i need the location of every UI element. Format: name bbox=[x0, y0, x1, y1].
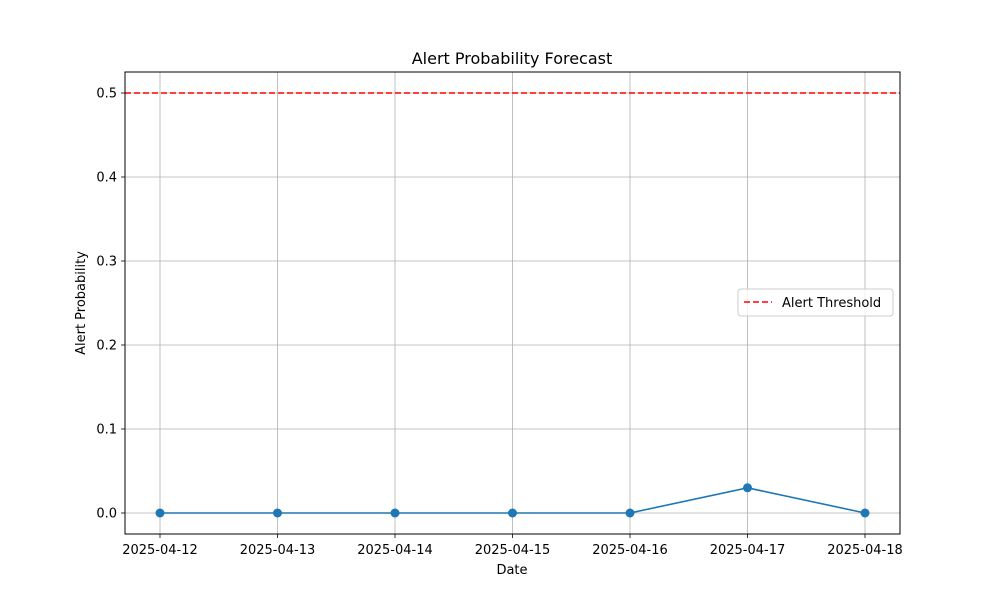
y-tick-label: 0.4 bbox=[96, 171, 117, 186]
legend-box bbox=[737, 288, 894, 317]
x-tick-label: 2025-04-12 bbox=[122, 543, 198, 558]
y-tick-label: 0.2 bbox=[96, 339, 117, 354]
legend-label-threshold: Alert Threshold bbox=[782, 296, 881, 311]
y-tick-label: 0.5 bbox=[96, 87, 117, 102]
chart-title: Alert Probability Forecast bbox=[412, 49, 613, 68]
data-point bbox=[390, 508, 400, 518]
y-axis-ticks: 0.0 0.1 0.2 0.3 0.4 0.5 bbox=[96, 87, 125, 522]
data-point bbox=[273, 508, 282, 518]
y-tick-label: 0.1 bbox=[96, 423, 117, 438]
x-axis-ticks: 2025-04-12 2025-04-13 2025-04-14 2025-04-15… bbox=[122, 534, 903, 558]
x-axis-label: Date bbox=[496, 563, 527, 578]
y-axis-label: Alert Probability bbox=[74, 251, 89, 355]
data-point bbox=[155, 508, 165, 518]
x-tick-label: 2025-04-14 bbox=[357, 543, 433, 558]
y-tick-label: 0.3 bbox=[96, 255, 117, 270]
x-tick-label: 2025-04-16 bbox=[592, 543, 668, 558]
x-tick-label: 2025-04-13 bbox=[240, 543, 316, 558]
data-point bbox=[625, 508, 635, 518]
data-point bbox=[508, 508, 517, 518]
x-tick-label: 2025-04-15 bbox=[475, 543, 551, 558]
series-layer bbox=[155, 483, 870, 518]
legend: Alert Threshold bbox=[737, 288, 894, 317]
x-tick-label: 2025-04-17 bbox=[710, 543, 786, 558]
x-tick-label: 2025-04-18 bbox=[827, 543, 903, 558]
data-point bbox=[743, 483, 752, 493]
y-tick-label: 0.0 bbox=[96, 507, 117, 522]
data-point bbox=[860, 508, 870, 518]
